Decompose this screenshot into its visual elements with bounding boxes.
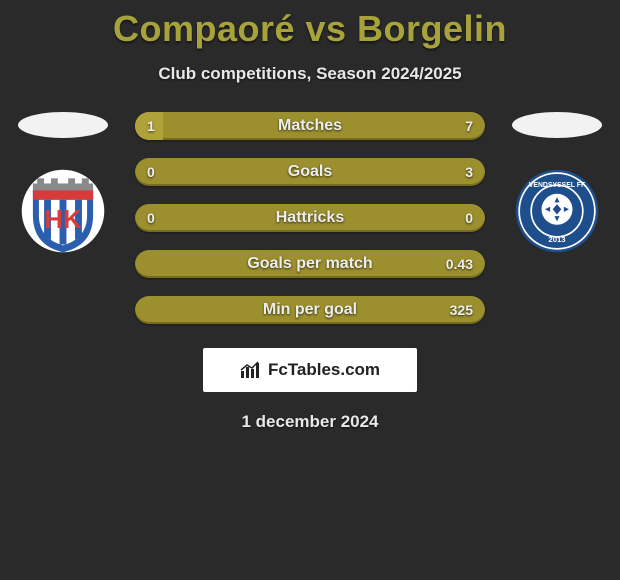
stat-label: Hattricks — [276, 209, 344, 227]
left-club-crest-icon: HK — [20, 168, 106, 254]
stat-right-value: 0.43 — [446, 256, 473, 272]
branding-text: FcTables.com — [268, 360, 380, 380]
svg-text:VENDSYSSEL FF: VENDSYSSEL FF — [529, 182, 585, 189]
stat-left-value: 0 — [147, 164, 155, 180]
svg-text:HK: HK — [44, 206, 82, 234]
stat-row-hattricks: 0 Hattricks 0 — [135, 204, 485, 232]
stat-left-value: 0 — [147, 210, 155, 226]
right-player-avatar-placeholder — [512, 112, 602, 138]
stat-row-goals-per-match: Goals per match 0.43 — [135, 250, 485, 278]
stat-label: Goals per match — [247, 255, 372, 273]
svg-text:2013: 2013 — [548, 235, 566, 244]
left-player-avatar-placeholder — [18, 112, 108, 138]
stat-right-value: 7 — [465, 118, 473, 134]
stat-label: Matches — [278, 117, 342, 135]
stat-right-value: 3 — [465, 164, 473, 180]
date-label: 1 december 2024 — [0, 412, 620, 432]
stat-row-goals: 0 Goals 3 — [135, 158, 485, 186]
stat-row-matches: 1 Matches 7 — [135, 112, 485, 140]
subtitle: Club competitions, Season 2024/2025 — [0, 64, 620, 84]
stats-list: 1 Matches 7 0 Goals 3 0 Hattricks 0 Goal… — [135, 112, 485, 324]
stat-right-value: 325 — [450, 302, 473, 318]
comparison-panel: HK VENDSYSSEL FF 2013 1 M — [0, 112, 620, 432]
page-title: Compaoré vs Borgelin — [0, 0, 620, 50]
stat-right-value: 0 — [465, 210, 473, 226]
right-player-column: VENDSYSSEL FF 2013 — [502, 112, 612, 254]
branding-badge: FcTables.com — [203, 348, 417, 392]
bar-chart-icon — [240, 361, 262, 379]
right-club-crest-icon: VENDSYSSEL FF 2013 — [514, 168, 600, 254]
stat-label: Min per goal — [263, 301, 357, 319]
left-player-column: HK — [8, 112, 118, 254]
stat-row-min-per-goal: Min per goal 325 — [135, 296, 485, 324]
stat-left-value: 1 — [147, 118, 155, 134]
stat-label: Goals — [288, 163, 332, 181]
